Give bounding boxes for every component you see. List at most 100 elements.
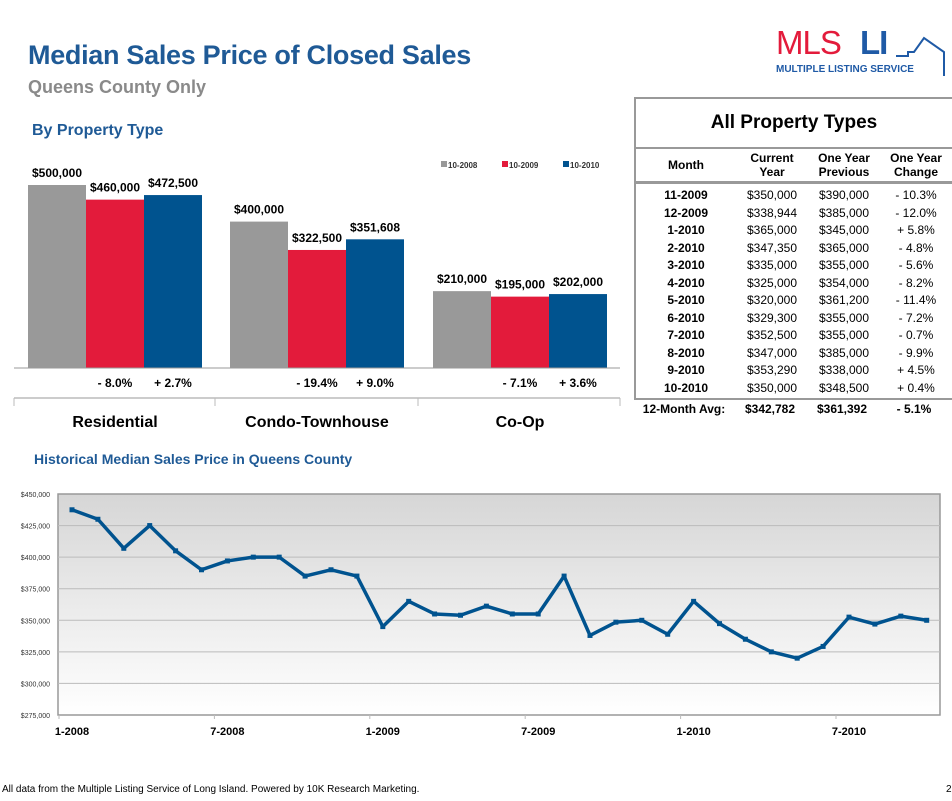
header-one-year-change: One Year Change (890, 151, 942, 179)
cell-month: 12-2009 (663, 205, 709, 220)
cell-change: - 0.7% (898, 328, 934, 342)
header-one-year-previous: One Year Previous (818, 151, 870, 179)
data-point (924, 617, 930, 623)
cell-previous: $338,000 (818, 363, 870, 377)
cell-change: - 7.2% (898, 310, 934, 325)
data-point (147, 523, 153, 529)
cell-month: 9-2010 (667, 363, 705, 377)
cell-previous: $385,000 (818, 205, 870, 220)
line-chart-title: Historical Median Sales Price in Queens … (34, 451, 353, 467)
house-roof-icon (896, 36, 945, 76)
cell-previous: $355,000 (818, 258, 870, 272)
bar-value-label: $322,500 (292, 231, 342, 245)
cell-month: 8-2010 (667, 345, 705, 360)
cell-month: 5-2010 (667, 293, 705, 307)
data-point (742, 636, 748, 642)
table-row: 6-2010 $329,300 $355,000 - 7.2% (636, 310, 952, 328)
cell-current: $335,000 (746, 258, 798, 272)
data-point (380, 624, 386, 630)
logo-text-blue: LI (860, 24, 888, 61)
data-point (458, 612, 463, 618)
cell-current: $352,500 (746, 328, 798, 342)
cell-previous: $361,200 (818, 293, 870, 307)
cell-change: - 11.4% (895, 293, 937, 307)
bar (491, 296, 549, 368)
data-point (587, 632, 593, 638)
data-point (717, 621, 722, 627)
cell-change: - 10.3% (895, 188, 937, 202)
cell-current: $350,000 (746, 380, 798, 395)
table-row: 11-2009 $350,000 $390,000 - 10.3% (636, 187, 952, 205)
y-tick-label: $375,000 (21, 587, 50, 594)
page-subtitle: Queens County Only (28, 77, 207, 97)
data-point (95, 516, 101, 522)
x-tick-label: 1-2009 (366, 726, 400, 738)
logo-text-red: MLS (776, 24, 842, 61)
table-row: 3-2010 $335,000 $355,000 - 5.6% (636, 257, 952, 275)
page-title: Median Sales Price of Closed Sales (28, 40, 471, 70)
cell-current: $365,000 (746, 223, 798, 237)
percent-change-label: - 19.4% (296, 376, 338, 390)
legend-label: 10-2008 (448, 161, 478, 170)
data-point (483, 603, 489, 609)
data-point (872, 621, 878, 627)
cell-month: 4-2010 (667, 275, 705, 290)
cell-previous: $348,500 (818, 380, 870, 395)
cell-month: 6-2010 (667, 310, 705, 325)
table-row: 9-2010 $353,290 $338,000 + 4.5% (636, 362, 952, 380)
cell-month: 11-2009 (664, 188, 708, 202)
table-row: 2-2010 $347,350 $365,000 - 4.8% (636, 240, 952, 258)
bar (346, 239, 404, 368)
cell-month: 2-2010 (667, 240, 705, 255)
mlsli-logo: MLS LI MULTIPLE LISTING SERVICE (776, 26, 946, 78)
category-label: Co-Op (496, 414, 545, 431)
cell-change: - 9.9% (898, 345, 934, 360)
table-row: 5-2010 $320,000 $361,200 - 11.4% (636, 292, 952, 310)
table-header: Month Current Year One Year Previous One Y… (636, 149, 952, 184)
plot-area (57, 493, 941, 716)
data-point (665, 631, 671, 637)
avg-change: - 5.1% (896, 402, 932, 416)
x-tick-label: 1-2008 (55, 726, 89, 738)
data-point (820, 643, 826, 649)
line-chart: $275,000 $300,000 $325,000 $350,000 $375,000… (21, 492, 941, 738)
y-tick-label: $400,000 (21, 555, 50, 562)
data-point (199, 567, 204, 573)
bar (144, 195, 202, 368)
cell-previous: $354,000 (818, 275, 870, 290)
cell-current: $347,000 (746, 345, 798, 360)
percent-change-label: - 8.0% (98, 376, 133, 390)
legend-label: 10-2009 (509, 161, 539, 170)
category-label: Condo-Townhouse (245, 414, 389, 431)
bar (230, 221, 288, 368)
cell-previous: $385,000 (818, 345, 870, 360)
data-point (432, 611, 438, 617)
percent-change-label: + 9.0% (356, 376, 394, 390)
table-row: 8-2010 $347,000 $385,000 - 9.9% (636, 345, 952, 363)
bar-value-label: $202,000 (553, 275, 603, 289)
bar (28, 185, 86, 368)
bar (86, 199, 144, 368)
data-point (898, 613, 904, 619)
table-row: 12-2009 $338,944 $385,000 - 12.0% (636, 205, 952, 223)
table-row: 7-2010 $352,500 $355,000 - 0.7% (636, 327, 952, 345)
table-row: 1-2010 $365,000 $345,000 + 5.8% (636, 222, 952, 240)
cell-current: $320,000 (746, 293, 798, 307)
data-point (354, 573, 360, 579)
cell-previous: $365,000 (818, 240, 870, 255)
cell-current: $338,944 (746, 205, 798, 220)
cell-month: 3-2010 (667, 258, 705, 272)
x-tick-label: 1-2010 (676, 726, 710, 738)
data-point (173, 548, 179, 554)
section-title: By Property Type (32, 122, 164, 139)
cell-change: - 5.6% (898, 258, 934, 272)
footer-text: All data from the Multiple Listing Servi… (2, 784, 420, 795)
data-point (613, 619, 619, 625)
header-current-year: Current Year (750, 151, 794, 179)
data-point (328, 567, 334, 573)
percent-change-label: + 3.6% (559, 376, 597, 390)
legend-swatch (563, 161, 569, 167)
data-point (69, 507, 75, 513)
bar (433, 291, 491, 368)
cell-change: - 8.2% (898, 275, 934, 290)
